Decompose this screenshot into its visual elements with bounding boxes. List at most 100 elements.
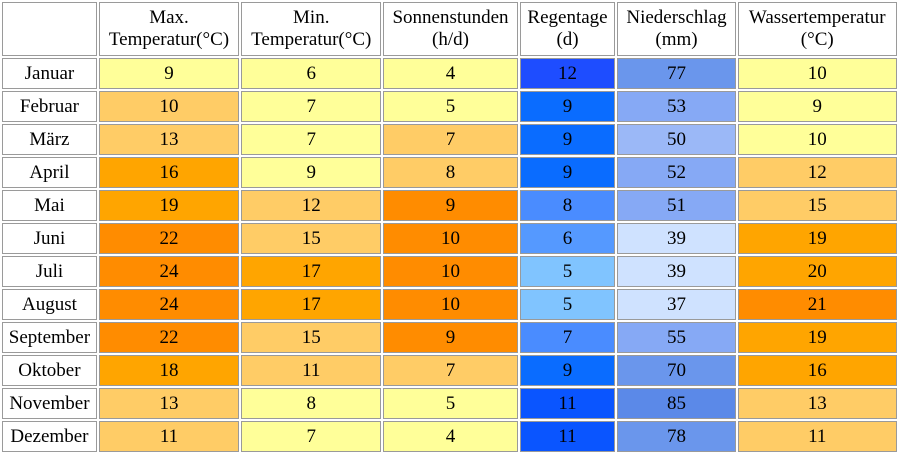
cell-min-temp: 11 [241,355,382,386]
column-header-line1: Max. [149,7,189,28]
cell-precip: 37 [617,289,736,320]
table-row: September 22 15 9 7 55 19 [2,322,897,353]
cell-precip: 53 [617,91,736,122]
table-body: Januar 9 6 4 12 77 10 Februar 10 7 5 9 53 9 März 13 7 7 9 5… [2,58,897,452]
cell-min-temp: 6 [241,58,382,89]
table-header: Max. Temperatur(°C) Min. Temperatur(°C) … [2,2,897,56]
table-row: Juni 22 15 10 6 39 19 [2,223,897,254]
table-row: Januar 9 6 4 12 77 10 [2,58,897,89]
cell-rain-days: 9 [519,355,616,386]
cell-max-temp: 19 [98,190,240,221]
cell-rain-days: 5 [519,256,616,287]
header-corner-cell [2,2,97,56]
month-label: September [2,322,97,353]
cell-rain-days: 9 [519,91,616,122]
cell-rain-days: 5 [519,289,616,320]
cell-sun: 4 [383,421,518,452]
cell-min-temp: 9 [241,157,382,188]
cell-precip: 70 [617,355,736,386]
cell-rain-days: 7 [519,322,616,353]
month-label: Februar [2,91,97,122]
cell-water-temp: 11 [737,421,897,452]
cell-max-temp: 13 [98,124,240,155]
cell-sun: 7 [383,355,518,386]
cell-min-temp: 7 [241,91,382,122]
cell-min-temp: 8 [241,388,382,419]
cell-precip: 39 [617,223,736,254]
column-header-precipitation: Niederschlag (mm) [617,2,736,56]
cell-precip: 52 [617,157,736,188]
month-label: November [2,388,97,419]
column-header-max-temp: Max. Temperatur(°C) [98,2,240,56]
cell-precip: 39 [617,256,736,287]
cell-sun: 10 [383,223,518,254]
cell-water-temp: 13 [737,388,897,419]
cell-precip: 55 [617,322,736,353]
cell-water-temp: 21 [737,289,897,320]
month-label: Mai [2,190,97,221]
table-row: November 13 8 5 11 85 13 [2,388,897,419]
month-label: August [2,289,97,320]
cell-precip: 51 [617,190,736,221]
cell-min-temp: 15 [241,322,382,353]
cell-min-temp: 15 [241,223,382,254]
month-label: Oktober [2,355,97,386]
column-header-water-temp: Wassertemperatur (°C) [737,2,897,56]
column-header-line1: Sonnenstunden [392,7,509,28]
cell-water-temp: 9 [737,91,897,122]
cell-rain-days: 11 [519,421,616,452]
cell-rain-days: 9 [519,157,616,188]
column-header-line1: Min. [293,7,330,28]
cell-water-temp: 10 [737,58,897,89]
cell-rain-days: 6 [519,223,616,254]
cell-min-temp: 17 [241,289,382,320]
column-header-min-temp: Min. Temperatur(°C) [241,2,382,56]
month-label: Juli [2,256,97,287]
cell-min-temp: 7 [241,124,382,155]
column-header-line2: (°C) [800,29,834,50]
cell-max-temp: 13 [98,388,240,419]
table-row: August 24 17 10 5 37 21 [2,289,897,320]
cell-max-temp: 18 [98,355,240,386]
table-row: Mai 19 12 9 8 51 15 [2,190,897,221]
cell-max-temp: 24 [98,256,240,287]
cell-water-temp: 20 [737,256,897,287]
month-label: März [2,124,97,155]
column-header-line2: (h/d) [432,29,469,50]
cell-max-temp: 24 [98,289,240,320]
column-header-rain-days: Regentage (d) [519,2,616,56]
column-header-line1: Wassertemperatur [748,7,886,28]
cell-sun: 10 [383,256,518,287]
cell-water-temp: 19 [737,223,897,254]
cell-sun: 10 [383,289,518,320]
cell-precip: 50 [617,124,736,155]
cell-water-temp: 10 [737,124,897,155]
table-row: April 16 9 8 9 52 12 [2,157,897,188]
month-label: Dezember [2,421,97,452]
cell-sun: 4 [383,58,518,89]
column-header-line2: Temperatur(°C) [251,29,372,50]
cell-rain-days: 11 [519,388,616,419]
cell-precip: 78 [617,421,736,452]
column-header-line1: Regentage [527,7,608,28]
cell-sun: 5 [383,388,518,419]
table-row: Dezember 11 7 4 11 78 11 [2,421,897,452]
cell-max-temp: 22 [98,322,240,353]
cell-min-temp: 17 [241,256,382,287]
cell-max-temp: 9 [98,58,240,89]
month-label: Juni [2,223,97,254]
cell-rain-days: 9 [519,124,616,155]
cell-precip: 77 [617,58,736,89]
cell-min-temp: 12 [241,190,382,221]
cell-sun: 8 [383,157,518,188]
cell-min-temp: 7 [241,421,382,452]
month-label: Januar [2,58,97,89]
column-header-line2: (mm) [655,29,698,50]
table-row: März 13 7 7 9 50 10 [2,124,897,155]
cell-max-temp: 22 [98,223,240,254]
column-header-line2: Temperatur(°C) [108,29,230,50]
cell-water-temp: 19 [737,322,897,353]
cell-max-temp: 11 [98,421,240,452]
cell-sun: 7 [383,124,518,155]
